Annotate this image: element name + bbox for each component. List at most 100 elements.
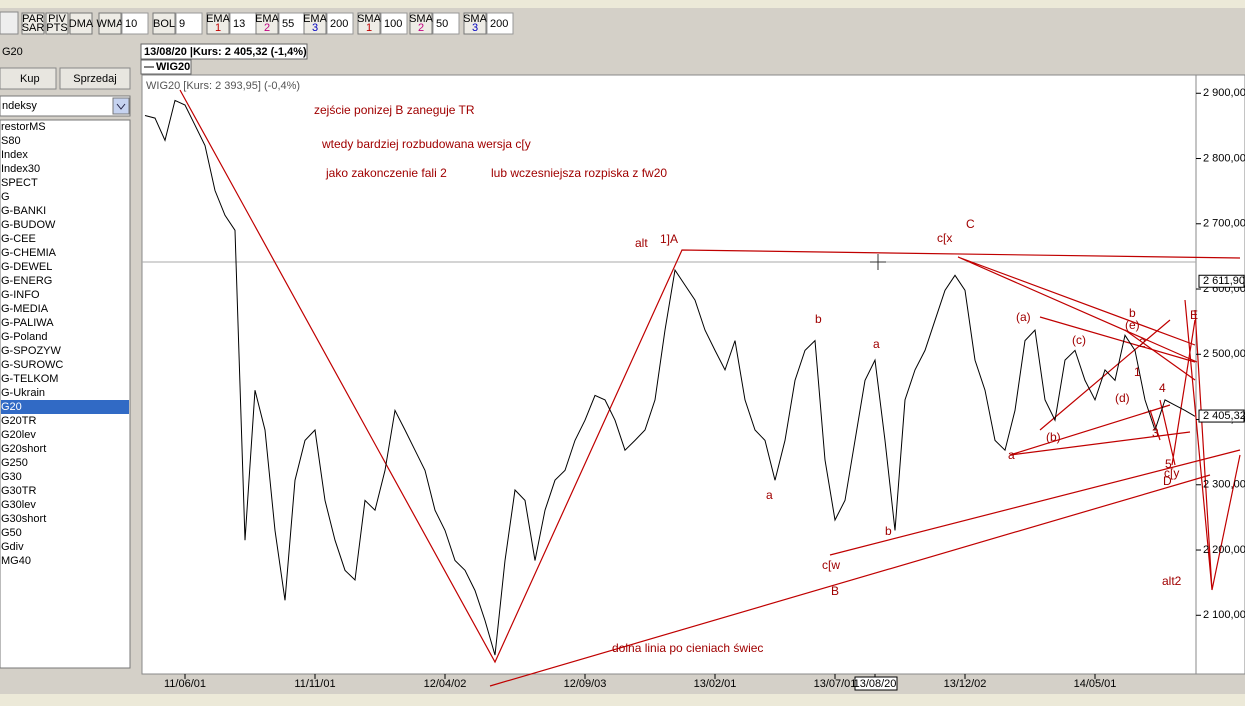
toolbar-button[interactable] [45,12,69,35]
annotation: B [831,584,839,598]
y-tick-label: 2 300,00 [1203,479,1245,491]
list-item[interactable]: G-INFO [1,289,40,301]
list-item[interactable]: G-SUROWC [1,359,63,371]
list-item[interactable]: S80 [1,135,21,147]
list-item[interactable]: G-ENERG [1,275,52,287]
y-tick-label: 2 700,00 [1203,218,1245,230]
annotation: a [1008,448,1015,462]
list-item[interactable]: G-PALIWA [1,317,54,329]
button-top: SMA [463,13,488,25]
list-item[interactable]: G-BANKI [1,205,46,217]
list-item[interactable]: Index30 [1,163,40,175]
annotation: 1]A [660,232,678,246]
list-item[interactable]: restorMS [1,121,46,133]
list-item[interactable]: G20lev [1,429,36,441]
list-item[interactable]: G250 [1,457,28,469]
top-strip [0,0,1245,8]
button-value-box [432,12,460,35]
list-item[interactable]: G50 [1,527,22,539]
dropdown-arrow[interactable] [112,97,130,115]
toolbar-button[interactable] [21,12,45,35]
toolbar-button[interactable] [409,12,433,35]
toolbar-button[interactable] [303,12,327,35]
axis-marker-label: 2 405,32 [1203,410,1245,422]
button-bottom: 1 [366,22,372,34]
toolbar-button[interactable] [357,12,381,35]
list-item[interactable]: G-TELKOM [1,373,58,385]
button-value-box [326,12,354,35]
sidebar-title: G20 [2,46,23,58]
list-item[interactable]: G20TR [1,415,37,427]
list-item[interactable]: G-Ukrain [1,387,45,399]
status-bar [0,694,1245,706]
list-item[interactable]: G30short [1,513,46,525]
button-top: BOL [153,18,175,30]
buy-button[interactable] [0,67,57,90]
axis-marker [1198,274,1245,288]
button-bottom: SAR [22,22,45,34]
list-item[interactable]: G20short [1,443,46,455]
annotation: lub wczesniejsza rozpiska z fw20 [491,166,667,180]
button-bottom: 3 [312,22,318,34]
toolbar-button[interactable] [98,12,122,35]
button-bottom: PTS [46,22,67,34]
list-item[interactable]: Index [1,149,28,161]
button-value-box [121,12,149,35]
header-box [140,43,308,60]
annotation: dolna linia po cieniach świec [612,641,763,655]
annotation: C [966,217,975,231]
list-item[interactable]: G-Poland [1,331,47,343]
list-item[interactable]: G-BUDOW [1,219,56,231]
dropdown[interactable] [0,95,131,117]
list-item[interactable]: G-SPOZYW [1,345,62,357]
list-item[interactable]: G-CHEMIA [1,247,57,259]
button-value: 13 [233,18,245,30]
axis-marker-label: 2 611,90 [1203,275,1245,287]
button-value: 200 [330,18,348,30]
button-top: WMA [97,18,125,30]
button-bottom: 2 [264,22,270,34]
list-item[interactable]: G [1,191,10,203]
list-item[interactable]: MG40 [1,555,31,567]
list-item[interactable]: G30lev [1,499,36,511]
toolbar-icon[interactable] [0,11,19,35]
annotation: c[y [1164,466,1179,480]
toolbar-button[interactable] [69,12,93,35]
annotation: b [1129,306,1136,320]
toolbar-button[interactable] [255,12,279,35]
list-item[interactable]: G-MEDIA [1,303,49,315]
list-item[interactable]: G20 [1,401,22,413]
y-tick-label: 2 900,00 [1203,87,1245,99]
annotation: wtedy bardziej rozbudowana wersja c[y [321,137,531,151]
list-item[interactable]: SPECT [1,177,38,189]
list-item[interactable]: G-CEE [1,233,36,245]
list-item[interactable]: G30 [1,471,22,483]
buy-label: Kup [20,73,40,85]
selected-row [1,400,129,414]
list-item[interactable]: G-DEWEL [1,261,52,273]
drawing-lines [179,89,1241,687]
sidebar-title-bar [0,42,130,64]
x-tick-label: 11/06/01 [164,678,206,690]
list-item[interactable]: G30TR [1,485,37,497]
toolbar-button[interactable] [152,12,176,35]
button-value: 10 [125,18,137,30]
sell-button[interactable] [59,67,131,90]
tab[interactable] [140,59,192,75]
annotation: 2 [1139,336,1146,350]
toolbar-button[interactable] [206,12,230,35]
button-value: 100 [384,18,402,30]
button-top: DMA [69,18,94,30]
x-tick-label: 12/09/03 [564,678,607,690]
list-item[interactable]: Gdiv [1,541,24,553]
x-tick-label: 13/02/01 [694,678,737,690]
annotation: b [885,524,892,538]
annotation: alt [635,236,648,250]
plot-area [141,74,1197,675]
y-tick-label: 2 100,00 [1203,609,1245,621]
button-value: 50 [436,18,448,30]
button-top: PAR [22,13,44,25]
toolbar-button[interactable] [463,12,487,35]
cursor [870,254,886,270]
